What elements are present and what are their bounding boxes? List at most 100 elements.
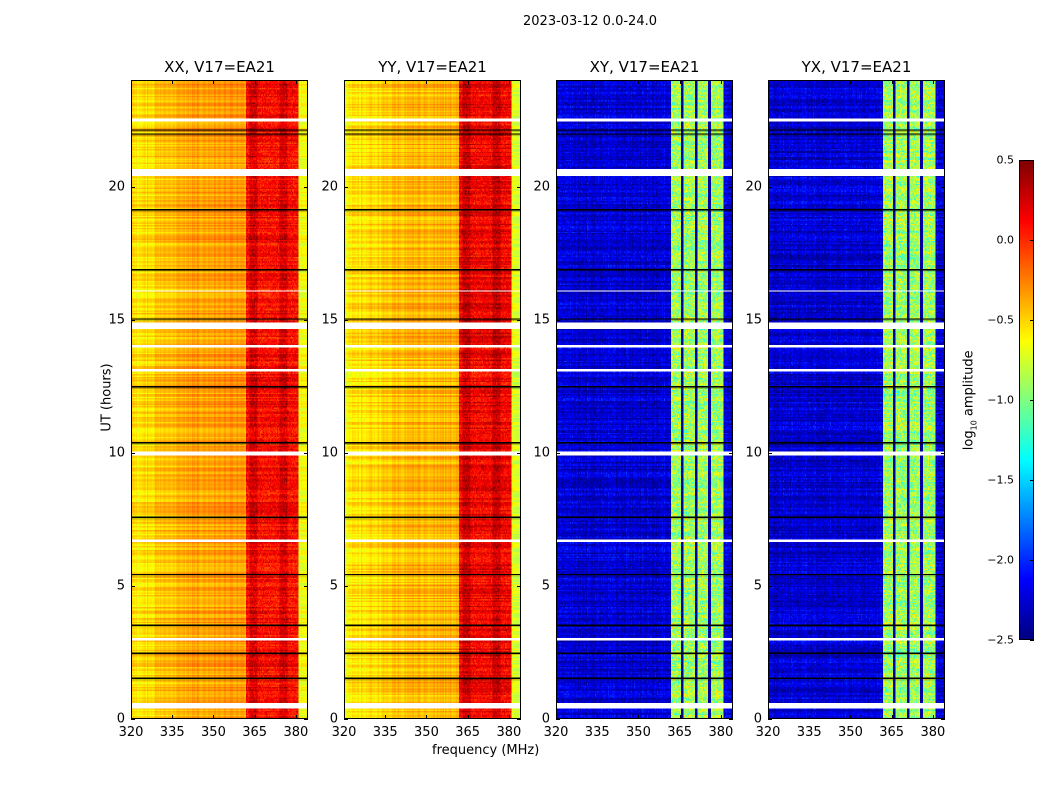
y-tick-label: 0 (753, 711, 762, 727)
colorbar-tick-mark (1030, 480, 1034, 481)
x-tick-label: 350 (414, 725, 439, 740)
heatmap-xy (556, 80, 733, 719)
x-tick-label: 380 (920, 725, 946, 740)
y-tick-label: 0 (329, 711, 338, 727)
x-tick-mark (426, 80, 428, 84)
colorbar-label: log10 amplitude (961, 350, 979, 451)
y-tick-label: 10 (745, 445, 762, 461)
y-tick-mark (941, 719, 945, 720)
x-tick-mark (679, 80, 681, 84)
y-tick-mark (729, 319, 733, 321)
x-tick-mark (172, 80, 174, 84)
y-tick-mark (304, 319, 308, 321)
y-tick-label: 5 (329, 578, 338, 594)
x-tick-mark (638, 80, 640, 84)
x-tick-label: 320 (118, 725, 144, 740)
colorbar-tick-label: −2.5 (987, 633, 1014, 647)
heatmap-yy (344, 80, 521, 719)
y-tick-mark (344, 452, 348, 454)
x-tick-mark (508, 715, 510, 719)
x-tick-mark (295, 715, 297, 719)
y-tick-mark (768, 186, 772, 188)
y-tick-mark (304, 452, 308, 454)
x-tick-label: 320 (543, 725, 569, 740)
x-tick-label: 335 (584, 725, 610, 740)
x-tick-mark (768, 715, 769, 719)
x-tick-mark (467, 80, 469, 84)
x-tick-mark (213, 715, 215, 719)
y-tick-mark (556, 585, 560, 587)
colorbar-tick-label: −1.0 (987, 393, 1014, 407)
colorbar-tick-mark (1030, 640, 1034, 641)
colorbar-gradient (1019, 160, 1034, 640)
y-tick-mark (517, 186, 521, 188)
y-tick-label: 15 (533, 312, 550, 328)
x-tick-mark (254, 80, 256, 84)
y-tick-mark (131, 452, 135, 454)
colorbar-tick-label: 0.5 (996, 153, 1015, 167)
x-tick-mark (556, 715, 557, 719)
colorbar-tick-mark (1030, 160, 1034, 161)
y-tick-label: 20 (533, 179, 550, 194)
y-tick-mark (729, 452, 733, 454)
x-tick-label: 365 (242, 725, 268, 740)
y-tick-mark (304, 186, 308, 188)
y-tick-mark (729, 719, 733, 720)
x-tick-mark (172, 715, 174, 719)
x-tick-label: 365 (667, 725, 693, 740)
x-tick-label: 380 (283, 725, 309, 740)
y-tick-mark (344, 719, 348, 720)
x-tick-mark (426, 715, 428, 719)
y-tick-mark (304, 719, 308, 720)
x-tick-label: 335 (159, 725, 185, 740)
x-tick-mark (131, 715, 132, 719)
y-tick-mark (941, 186, 945, 188)
x-tick-mark (850, 80, 852, 84)
x-tick-mark (467, 715, 469, 719)
x-tick-label: 320 (331, 725, 357, 740)
colorbar-tick-label: −2.0 (987, 553, 1014, 567)
y-tick-label: 0 (116, 711, 125, 727)
x-tick-mark (508, 80, 510, 84)
x-tick-mark (809, 80, 811, 84)
colorbar-tick-label: −0.5 (987, 313, 1014, 327)
y-tick-mark (556, 719, 560, 720)
y-tick-mark (941, 452, 945, 454)
y-tick-mark (517, 319, 521, 321)
x-tick-mark (597, 80, 599, 84)
colorbar-tick-label: 0.0 (996, 233, 1015, 247)
panel-title: YX, V17=EA21 (801, 58, 912, 76)
y-tick-mark (517, 585, 521, 587)
y-tick-mark (941, 585, 945, 587)
colorbar: 0.5 0.0 −0.5 −1.0 −1.5 −2.0 −2.5 (987, 154, 1034, 647)
y-tick-mark (729, 186, 733, 188)
x-tick-mark (809, 715, 811, 719)
y-tick-mark (556, 186, 560, 188)
x-tick-mark (932, 80, 934, 84)
y-axis-label: UT (hours) (99, 363, 115, 432)
x-tick-mark (385, 80, 387, 84)
y-tick-mark (131, 719, 135, 720)
y-tick-label: 20 (321, 179, 338, 194)
x-tick-label: 350 (838, 725, 863, 740)
colorbar-tick-label: −1.5 (987, 473, 1014, 487)
y-tick-mark (517, 452, 521, 454)
y-tick-mark (941, 319, 945, 321)
colorbar-tick-mark (1030, 320, 1034, 321)
y-tick-mark (517, 719, 521, 720)
y-tick-mark (768, 719, 772, 720)
y-tick-mark (556, 452, 560, 454)
heatmap-xx (131, 80, 308, 719)
y-tick-label: 15 (108, 312, 125, 328)
y-tick-label: 5 (541, 578, 550, 594)
y-tick-label: 20 (108, 179, 125, 194)
x-tick-label: 350 (201, 725, 226, 740)
x-tick-mark (638, 715, 640, 719)
x-tick-mark (556, 80, 557, 84)
x-tick-mark (768, 80, 769, 84)
y-tick-mark (344, 319, 348, 321)
x-tick-mark (344, 715, 345, 719)
figure-title: 2023-03-12 0.0-24.0 (523, 14, 657, 29)
y-tick-mark (131, 319, 135, 321)
y-tick-mark (556, 319, 560, 321)
